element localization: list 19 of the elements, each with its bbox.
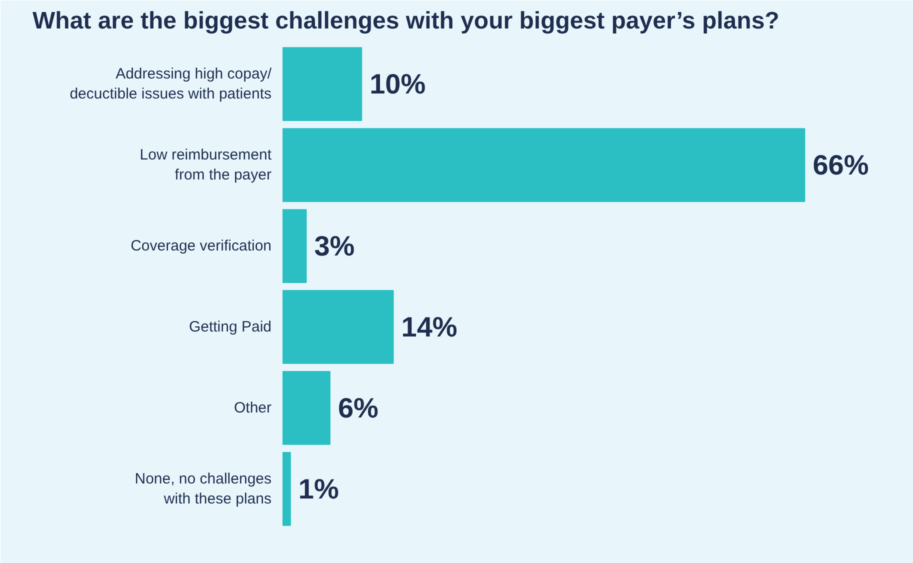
data-label: 66%	[812, 150, 869, 181]
bar	[282, 128, 806, 202]
y-tick-label: None, no challenges with these plans	[134, 470, 272, 508]
bar	[282, 452, 291, 526]
data-label: 6%	[338, 392, 379, 424]
bar	[282, 290, 394, 364]
y-tick-label: Low reimbursement from the payer	[140, 146, 272, 184]
bar	[282, 209, 307, 283]
y-tick-label: Addressing high copay/ decuctible issues with patients	[70, 65, 272, 103]
y-tick-label: Coverage verification	[130, 238, 272, 255]
data-label: 14%	[401, 311, 458, 342]
bar	[282, 47, 362, 121]
y-tick-label: Getting Paid	[188, 318, 272, 336]
bar	[282, 371, 330, 445]
data-label: 10%	[370, 68, 426, 100]
y-tick-label: Other	[234, 399, 272, 416]
data-label: 3%	[314, 230, 355, 262]
data-label: 1%	[298, 473, 339, 504]
chart-title: What are the biggest challenges with your biggest payer’s plans?	[32, 8, 780, 34]
